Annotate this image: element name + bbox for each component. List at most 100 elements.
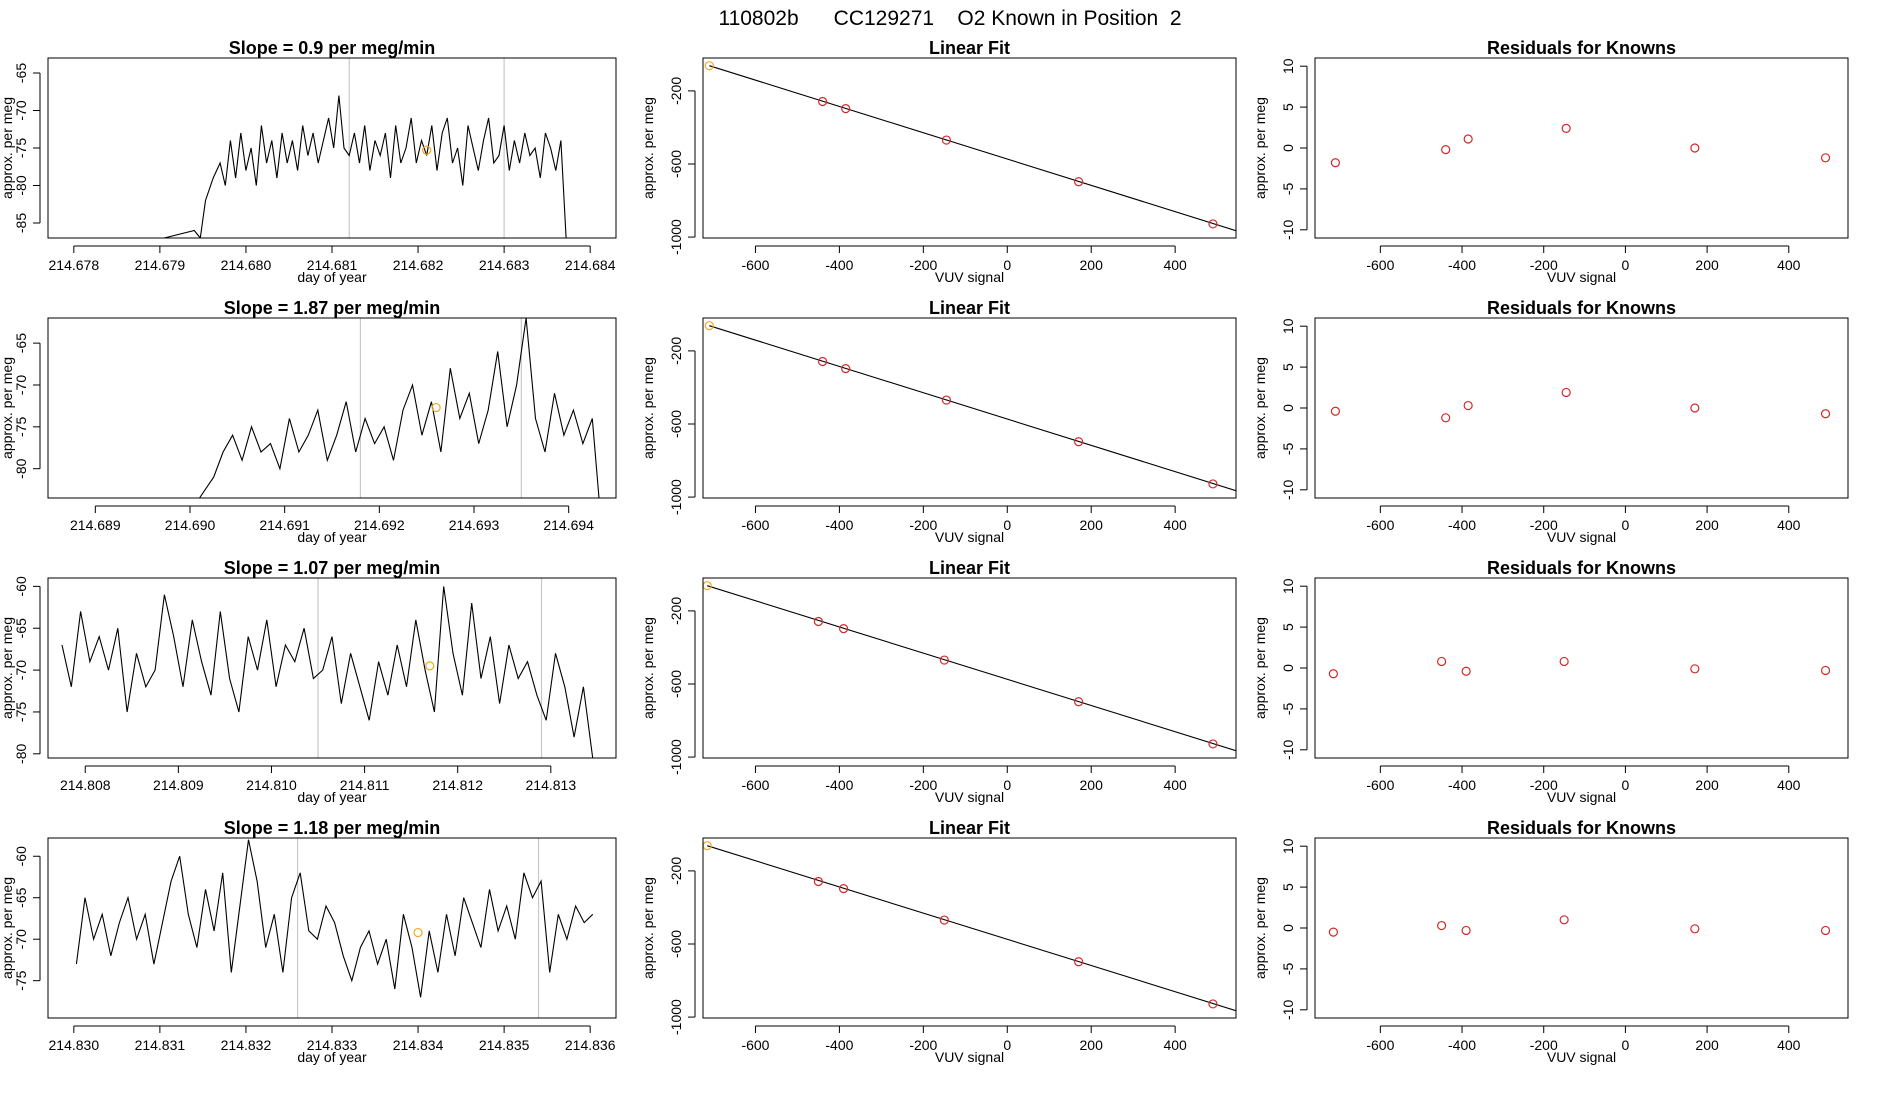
data-point <box>1208 999 1218 1009</box>
x-axis-label: day of year <box>297 789 367 805</box>
y-tick-label: -75 <box>13 702 29 722</box>
x-tick-label: 200 <box>1695 1037 1719 1053</box>
plot-area <box>704 61 1236 232</box>
data-point <box>1074 957 1084 967</box>
y-tick-label: -80 <box>13 458 29 478</box>
y-tick-label: -5 <box>1280 182 1296 195</box>
y-tick-label: -65 <box>13 887 29 907</box>
y-tick-label: -10 <box>1280 999 1296 1019</box>
panel-res-2: Residuals for Knowns -600 -400 -200 0 200 400 V… <box>1252 558 1849 805</box>
y-tick-label: -5 <box>1280 702 1296 715</box>
x-tick-label: 214.689 <box>70 517 121 533</box>
x-tick-label: 0 <box>1622 517 1630 533</box>
x-tick-label: -600 <box>741 1037 769 1053</box>
y-tick-label: -600 <box>668 410 684 438</box>
x-tick-label: 200 <box>1080 517 1104 533</box>
x-tick-label: 214.832 <box>221 1037 272 1053</box>
plot-frame <box>702 57 1237 239</box>
x-tick-label: 200 <box>1695 777 1719 793</box>
plot-frame <box>1314 837 1849 1019</box>
x-tick-label: -400 <box>825 1037 853 1053</box>
y-tick-label: -10 <box>1280 219 1296 239</box>
data-point <box>841 364 851 374</box>
plot-area <box>1328 915 1831 937</box>
x-axis-label: VUV signal <box>1547 789 1616 805</box>
x-tick-label: 214.808 <box>60 777 111 793</box>
y-tick-label: 5 <box>1280 883 1296 891</box>
x-axis-label: VUV signal <box>1547 529 1616 545</box>
y-tick-label: -60 <box>13 576 29 596</box>
y-tick-label: -70 <box>13 375 29 395</box>
x-tick-label: 214.678 <box>49 257 100 273</box>
x-tick-label: -200 <box>1530 257 1558 273</box>
x-tick-label: -600 <box>1366 777 1394 793</box>
highlight-point <box>431 402 441 413</box>
y-axis-label: approx. per meg <box>0 357 15 459</box>
x-tick-label: 200 <box>1080 777 1104 793</box>
x-axis-label: day of year <box>297 529 367 545</box>
x-axis-label: VUV signal <box>935 529 1004 545</box>
data-point <box>1074 437 1084 447</box>
y-tick-label: -85 <box>13 213 29 233</box>
x-tick-label: 0 <box>1622 1037 1630 1053</box>
x-tick-label: 214.692 <box>354 517 405 533</box>
x-tick-label: -600 <box>741 777 769 793</box>
data-point <box>813 876 824 887</box>
plot-frame <box>47 57 617 239</box>
panel-title: Linear Fit <box>929 558 1010 578</box>
panel-title: Linear Fit <box>929 298 1010 318</box>
panel-ts-2: Slope = 1.07 per meg/min 214.808 214.809 21… <box>0 558 617 805</box>
plot-frame <box>47 317 617 499</box>
residual-point <box>1559 656 1569 667</box>
data-series-line <box>75 839 594 998</box>
residual-point <box>1437 656 1447 667</box>
panel-title: Residuals for Knowns <box>1487 38 1676 58</box>
residual-point <box>1690 143 1700 153</box>
y-tick-label: 5 <box>1280 103 1296 111</box>
y-tick-label: -200 <box>668 597 684 625</box>
fit-line <box>707 585 1236 752</box>
panel-title: Linear Fit <box>929 38 1010 58</box>
data-point <box>704 321 714 331</box>
data-point <box>704 61 714 71</box>
y-tick-label: 0 <box>1280 144 1296 152</box>
panel-title: Linear Fit <box>929 818 1010 838</box>
plot-area <box>1330 123 1831 168</box>
x-tick-label: 214.683 <box>479 257 530 273</box>
fit-line <box>707 845 1236 1012</box>
data-series-line <box>86 95 567 238</box>
plot-frame <box>702 317 1237 499</box>
x-tick-label: -200 <box>909 517 937 533</box>
residual-point <box>1690 664 1700 674</box>
residual-point <box>1820 153 1831 163</box>
y-axis-label: approx. per meg <box>1252 877 1268 979</box>
data-point <box>818 356 828 367</box>
x-tick-label: 200 <box>1695 517 1719 533</box>
x-tick-label: -400 <box>825 777 853 793</box>
y-tick-label: -1000 <box>668 739 684 775</box>
residual-point <box>1561 387 1571 398</box>
y-tick-label: -70 <box>13 100 29 120</box>
y-tick-label: 5 <box>1280 363 1296 371</box>
residual-point <box>1463 400 1473 411</box>
residual-point <box>1690 403 1700 413</box>
fit-line <box>709 325 1236 492</box>
panel-res-3: Residuals for Knowns -600 -400 -200 0 200 400 V… <box>1252 818 1849 1065</box>
x-tick-label: -400 <box>825 257 853 273</box>
plot-frame <box>47 577 617 759</box>
residual-point <box>1437 920 1447 931</box>
data-series-line <box>61 586 594 758</box>
panel-ts-0: Slope = 0.9 per meg/min 214.678 214.679 214… <box>0 38 617 285</box>
plot-frame <box>1314 317 1849 499</box>
residual-point <box>1690 924 1700 934</box>
x-tick-label: 214.693 <box>449 517 500 533</box>
y-tick-label: -65 <box>13 333 29 353</box>
y-tick-label: -75 <box>13 970 29 990</box>
y-tick-label: 10 <box>1280 58 1296 74</box>
x-axis-label: day of year <box>297 1049 367 1065</box>
x-axis-label: day of year <box>297 269 367 285</box>
x-tick-label: 0 <box>1003 777 1011 793</box>
x-tick-label: 214.812 <box>432 777 483 793</box>
residual-point <box>1441 145 1451 155</box>
